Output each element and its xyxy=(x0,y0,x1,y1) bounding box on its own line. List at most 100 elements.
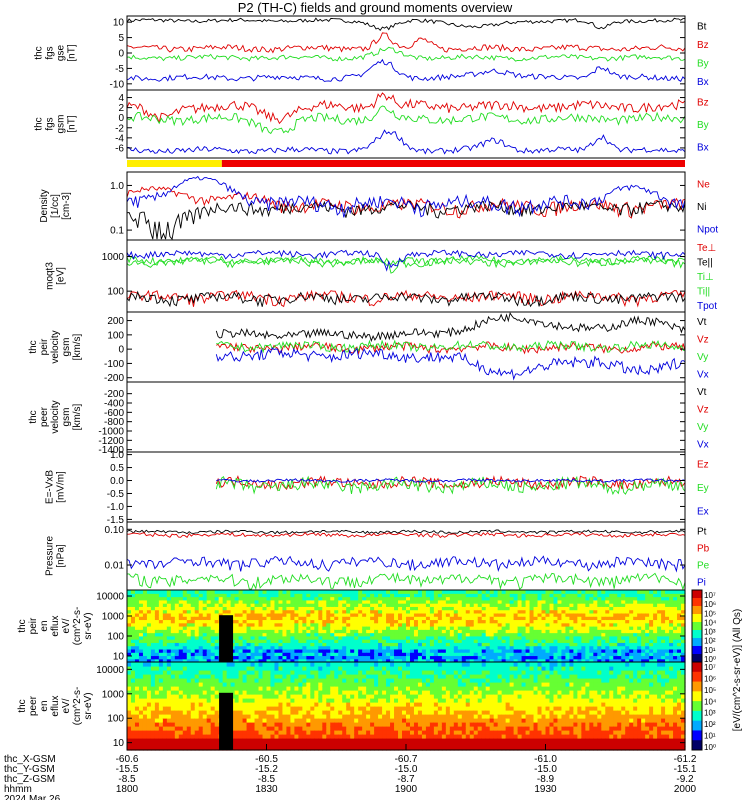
series-pressure-Pb xyxy=(127,531,686,539)
xrow-value-2-4: -9.2 xyxy=(676,774,694,785)
xrow-label-1: thc_Y-GSM xyxy=(4,764,55,775)
colorbar-tick-0-7: 10⁰ xyxy=(704,655,716,664)
colorbar-tick-1-3: 10⁴ xyxy=(704,697,717,706)
colorbar-tick-1-6: 10¹ xyxy=(704,732,716,741)
ylabel-pressure-0: Pressure xyxy=(45,536,56,576)
legend-peer_velocity-Vt: Vt xyxy=(697,387,707,398)
xrow-value-0-0: -60.6 xyxy=(116,754,139,765)
data-gap xyxy=(219,692,234,750)
colorbar-tick-1-2: 10⁵ xyxy=(704,686,716,695)
ytick-label-fgs_gse-4: -10 xyxy=(110,79,125,90)
ytick-label-peir_eflux-3: 10 xyxy=(113,651,125,662)
spectrogram-cells-peer_eflux xyxy=(127,662,686,751)
ytick-label-density-0: 1.0 xyxy=(110,181,124,192)
ytick-label-fgs_gse-0: 10 xyxy=(113,18,125,29)
ytick-label-temperature-1: 100 xyxy=(107,287,124,298)
legend-pressure-Pi: Pi xyxy=(697,578,706,589)
ylabel-peir_velocity-1: peir xyxy=(39,338,50,355)
ylabel-fgs_gse-1: fgs xyxy=(45,46,56,59)
colorbar-tick-0-0: 10⁷ xyxy=(704,591,716,600)
panel-fgs_gse: 10 5 0 -5 -10 thc fgs gse [nT] xyxy=(34,15,686,91)
ytick-label-pressure-0: 0.10 xyxy=(105,525,125,536)
xrow-value-2-3: -8.9 xyxy=(537,774,555,785)
xrow-value-0-3: -61.0 xyxy=(534,754,557,765)
xrow-value-1-2: -15.0 xyxy=(395,764,418,775)
ylabel-peir_eflux-6: sr-eV) xyxy=(83,612,94,639)
legend-temperature-Ti⊥: Ti⊥ xyxy=(697,272,714,283)
colorbar-tick-1-4: 10³ xyxy=(704,709,716,718)
legends: Bt Bz By Bx Bz By Bx Ne Ni Npot Te⊥ Te|| Ti⊥ Ti|| Tpot… xyxy=(697,21,718,588)
ylabel-fgs_gse-2: gse xyxy=(56,45,67,62)
legend-fgs_gsm-By: By xyxy=(697,120,709,131)
ylabel-peir_eflux-3: eflux xyxy=(50,615,61,636)
spectrogram-cells-peir_eflux xyxy=(127,590,686,663)
xrow-value-3-0: 1800 xyxy=(116,784,139,795)
ytick-label-peir_velocity-0: 200 xyxy=(107,316,124,327)
panel-density: 1.0 0.1 Density [1/cc] [cm-3] xyxy=(39,171,686,241)
ytick-label-efield-1: 0.5 xyxy=(110,463,124,474)
legend-peer_velocity-Vz: Vz xyxy=(697,404,709,415)
legend-fgs_gse-Bt: Bt xyxy=(697,21,707,32)
ylabel-density-1: [1/cc] xyxy=(50,194,61,218)
ylabel-fgs_gsm-3: [nT] xyxy=(67,115,78,132)
series-temperature-Te|| xyxy=(126,290,686,308)
colorbar-tick-0-1: 10⁶ xyxy=(704,600,716,609)
ylabel-peir_velocity-2: velocity xyxy=(50,330,61,363)
legend-temperature-Te⊥: Te⊥ xyxy=(697,243,716,254)
series-fgs_gsm-Bx xyxy=(127,129,686,155)
panel-fgs_gsm: 420-2-4-6 thc fgs gsm [nT] xyxy=(34,89,686,159)
series-efield-Ez xyxy=(215,475,686,492)
data-gap xyxy=(219,615,234,662)
series-peir_velocity-Vt xyxy=(215,312,686,343)
ylabel-fgs_gsm-1: fgs xyxy=(45,117,56,130)
ylabel-peir_eflux-1: peir xyxy=(28,617,39,634)
legend-peir_velocity-Vx: Vx xyxy=(697,369,709,380)
ylabel-efield-1: [mV/m] xyxy=(56,471,67,503)
series-density-Npot xyxy=(126,175,686,218)
legend-pressure-Pb: Pb xyxy=(697,544,710,555)
ylabel-peir_eflux-0: thc xyxy=(17,619,28,632)
series-fgs_gsm-By xyxy=(126,105,686,135)
series-pressure-Pi xyxy=(126,555,686,573)
ylabel-peer_eflux-2: en xyxy=(39,700,50,711)
xrow-value-3-2: 1900 xyxy=(395,784,418,795)
ytick-label-peir_eflux-2: 100 xyxy=(107,631,124,642)
xrow-value-1-3: -15.0 xyxy=(534,764,557,775)
ylabel-fgs_gse-3: [nT] xyxy=(67,44,78,61)
series-temperature-Ti|| xyxy=(126,257,686,269)
colorbar-tick-0-6: 10¹ xyxy=(704,646,716,655)
status-bar-segment-1 xyxy=(221,160,686,167)
ylabel-peer_velocity-2: velocity xyxy=(50,400,61,433)
ylabel-fgs_gse-0: thc xyxy=(34,46,45,59)
ytick-label-fgs_gsm-0: 4 xyxy=(118,93,124,104)
colorbar-tick-1-0: 10⁷ xyxy=(704,663,716,672)
ytick-label-fgs_gsm-2: 0 xyxy=(118,113,124,124)
x-axis-date: 2024 Mar 26 xyxy=(4,794,61,800)
colorbar-tick-0-2: 10⁵ xyxy=(704,609,716,618)
ylabel-peir_eflux-2: en xyxy=(39,620,50,631)
chart-title: P2 (TH-C) fields and ground moments over… xyxy=(237,0,513,15)
ylabel-peer_velocity-3: gsm xyxy=(61,408,72,427)
ylabel-peer_velocity-4: [km/s] xyxy=(72,403,83,430)
series-pressure-Pt xyxy=(126,529,686,535)
panel-peir_velocity: 200 100 0 -100 -200 thc peir velocity gsm [km/s] xyxy=(28,311,686,384)
ytick-label-peir_velocity-4: -200 xyxy=(104,373,124,384)
series-density-Ni xyxy=(126,199,686,241)
ylabel-peer_velocity-0: thc xyxy=(28,410,39,423)
ytick-label-peir_eflux-1: 1000 xyxy=(102,612,125,623)
ylabel-peer_eflux-3: eflux xyxy=(50,695,61,716)
legend-peer_velocity-Vy: Vy xyxy=(697,422,708,433)
ylabel-temperature-1: [eV] xyxy=(56,267,67,285)
frame-fgs_gsm xyxy=(126,89,686,159)
legend-peer_velocity-Vx: Vx xyxy=(697,439,709,450)
xrow-label-3: hhmm xyxy=(4,784,32,795)
legend-efield-Ex: Ex xyxy=(697,506,709,517)
ytick-label-fgs_gse-1: 5 xyxy=(118,33,124,44)
series-efield-Ey xyxy=(215,475,686,496)
legend-fgs_gsm-Bz: Bz xyxy=(697,97,709,108)
ytick-label-peir_velocity-2: 0 xyxy=(118,345,124,356)
ytick-label-efield-5: -1.5 xyxy=(107,515,125,526)
ytick-label-efield-0: 1.0 xyxy=(110,450,124,461)
